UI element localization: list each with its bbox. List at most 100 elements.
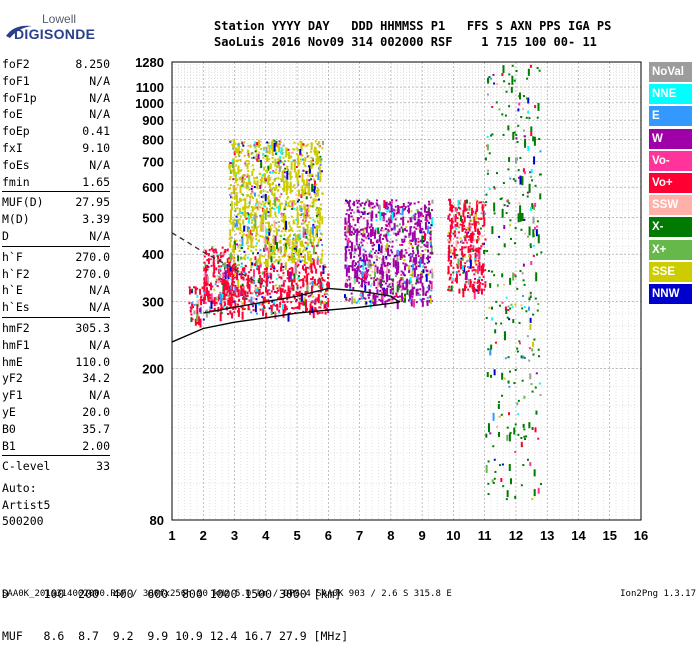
echo-point (423, 266, 426, 269)
echo-point (278, 284, 281, 291)
echo-point (502, 181, 505, 184)
echo-point (314, 198, 317, 201)
echo-point (521, 213, 524, 222)
echo-point (277, 177, 280, 180)
echo-point (390, 249, 393, 252)
echo-point (378, 282, 381, 285)
echo-point (384, 213, 387, 216)
echo-point (232, 219, 235, 227)
echo-point (506, 204, 509, 207)
echo-point (385, 220, 388, 223)
echo-point (431, 217, 434, 227)
echo-point (260, 292, 263, 295)
echo-point (308, 256, 311, 262)
echo-point (523, 283, 526, 286)
echo-point (231, 159, 234, 162)
echo-point (521, 272, 524, 275)
echo-point (503, 80, 506, 83)
echo-point (296, 208, 299, 211)
echo-point (276, 198, 279, 201)
echo-point (355, 199, 358, 202)
echo-point (235, 192, 238, 195)
echo-point (386, 242, 389, 250)
echo-point (422, 287, 425, 290)
echo-point (318, 277, 321, 280)
echo-point (239, 176, 242, 179)
echo-point (274, 211, 277, 216)
echo-point (288, 238, 291, 246)
echo-point (207, 290, 210, 293)
echo-point (314, 195, 317, 198)
echo-point (349, 245, 352, 248)
echo-point (232, 143, 235, 150)
echo-point (413, 231, 416, 234)
echo-point (371, 202, 374, 205)
echo-point (391, 279, 394, 282)
echo-point (452, 271, 455, 274)
echo-point (273, 142, 276, 152)
echo-point (269, 213, 272, 216)
echo-point (389, 218, 392, 221)
echo-point (387, 269, 390, 274)
echo-point (481, 235, 484, 238)
echo-point (534, 184, 537, 187)
echo-point (535, 229, 538, 237)
echo-point (368, 200, 371, 203)
echo-point (251, 195, 254, 198)
echo-point (303, 263, 306, 266)
echo-point (262, 189, 265, 192)
echo-point (488, 306, 491, 309)
echo-point (229, 176, 232, 179)
echo-point (423, 262, 426, 265)
echo-point (265, 267, 268, 271)
echo-point (461, 246, 464, 251)
echo-point (256, 233, 259, 236)
echo-point (262, 291, 265, 294)
echo-point (388, 275, 391, 281)
echo-point (299, 213, 302, 216)
echo-point (284, 243, 287, 251)
echo-point (279, 178, 282, 181)
echo-point (321, 249, 324, 252)
echo-point (232, 257, 235, 260)
echo-point (509, 478, 512, 485)
param-row: h`E N/A (2, 282, 110, 299)
echo-point (233, 260, 236, 263)
echo-point (263, 255, 266, 258)
echo-point (507, 305, 510, 308)
echo-point (197, 299, 200, 307)
echo-point (522, 168, 525, 173)
echo-point (220, 307, 223, 310)
echo-point (447, 288, 450, 291)
echo-point (263, 261, 266, 264)
echo-point (349, 212, 352, 215)
echo-point (517, 169, 520, 172)
echo-point (418, 219, 421, 222)
echo-point (508, 433, 511, 442)
echo-point (255, 298, 258, 301)
echo-point (256, 180, 259, 190)
echo-point (214, 248, 217, 251)
echo-point (429, 240, 432, 243)
echo-point (269, 171, 272, 174)
legend-item: SSE (649, 261, 692, 282)
echo-point (266, 272, 269, 281)
echo-point (256, 295, 259, 298)
echo-point (463, 246, 466, 249)
echo-point (420, 207, 423, 210)
echo-point (355, 301, 358, 304)
echo-point (523, 428, 526, 431)
echo-point (318, 170, 321, 173)
echo-point (226, 249, 229, 252)
echo-point (374, 254, 377, 257)
echo-point (529, 323, 532, 330)
echo-point (201, 299, 204, 302)
echo-point (317, 226, 320, 229)
param-value: 35.7 (82, 421, 110, 436)
echo-point (429, 256, 432, 259)
echo-point (479, 227, 482, 230)
echo-point (403, 296, 406, 299)
echo-point (471, 266, 474, 269)
echo-point (302, 268, 305, 271)
echo-point (288, 256, 291, 259)
